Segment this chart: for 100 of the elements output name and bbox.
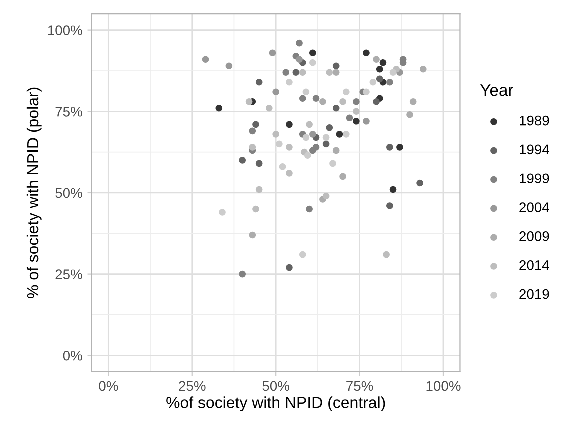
point xyxy=(416,180,424,187)
point xyxy=(256,78,263,86)
point xyxy=(252,121,260,128)
point xyxy=(386,202,394,210)
point xyxy=(332,62,340,70)
point xyxy=(390,186,397,194)
point xyxy=(299,95,306,102)
point xyxy=(310,50,316,56)
point xyxy=(302,88,310,96)
point xyxy=(373,98,380,106)
legend-label: 1989 xyxy=(520,116,550,126)
point xyxy=(256,186,263,194)
x-tick-label: 0% xyxy=(99,381,118,392)
point xyxy=(219,209,226,216)
point xyxy=(420,66,427,73)
point xyxy=(296,40,303,47)
point xyxy=(310,147,316,154)
point xyxy=(304,152,312,159)
x-axis-title: %of society with NPID (central) xyxy=(166,396,386,412)
point xyxy=(370,78,377,86)
point xyxy=(256,160,263,168)
point xyxy=(312,95,320,102)
point xyxy=(376,76,384,83)
point xyxy=(272,88,280,96)
point xyxy=(202,56,210,64)
point xyxy=(239,157,246,164)
point xyxy=(306,121,313,128)
legend-label: 1994 xyxy=(520,144,550,155)
point xyxy=(302,134,310,142)
legend-label: 2019 xyxy=(520,289,550,300)
point xyxy=(249,144,256,151)
point xyxy=(396,144,404,151)
point xyxy=(373,56,380,64)
point xyxy=(296,56,303,64)
y-tick-label: 50% xyxy=(56,188,82,198)
point xyxy=(246,98,253,106)
point xyxy=(332,104,340,112)
point xyxy=(249,232,256,239)
point xyxy=(342,88,350,96)
point xyxy=(340,173,346,180)
point xyxy=(286,144,293,151)
point xyxy=(332,69,340,76)
point xyxy=(239,270,246,278)
point xyxy=(299,69,306,76)
point xyxy=(390,69,397,76)
point xyxy=(292,69,300,76)
point xyxy=(353,108,360,116)
point xyxy=(353,98,360,106)
point xyxy=(380,59,387,66)
point xyxy=(282,69,290,76)
point xyxy=(310,131,316,138)
y-tick-label: 75% xyxy=(56,107,82,117)
y-tick-label: 25% xyxy=(56,270,82,280)
x-tick-label: 75% xyxy=(346,381,374,392)
legend-label: 2009 xyxy=(520,232,550,242)
point xyxy=(330,160,336,168)
point xyxy=(410,98,417,106)
legend-title: Year xyxy=(480,84,514,96)
point xyxy=(276,140,283,148)
point xyxy=(336,131,344,138)
point xyxy=(322,192,330,200)
point xyxy=(346,114,354,122)
point xyxy=(286,121,293,128)
point xyxy=(286,264,293,272)
point xyxy=(363,50,370,56)
point xyxy=(383,251,390,258)
point xyxy=(342,131,350,138)
legend-label: 1999 xyxy=(520,174,550,184)
y-tick-label: 100% xyxy=(48,26,82,36)
point xyxy=(353,118,360,125)
point xyxy=(322,140,330,148)
point xyxy=(326,124,334,132)
point xyxy=(386,144,394,151)
point xyxy=(252,206,260,213)
y-axis-title: % of society with NPID (polar) xyxy=(26,88,42,298)
point xyxy=(322,134,330,142)
point xyxy=(386,78,394,86)
x-tick-label: 25% xyxy=(179,381,206,392)
point xyxy=(216,104,223,112)
y-tick-label: 0% xyxy=(63,350,82,361)
legend-label: 2004 xyxy=(520,202,550,212)
point xyxy=(286,170,293,177)
point xyxy=(272,131,280,138)
point xyxy=(376,66,384,73)
point xyxy=(279,164,286,170)
point xyxy=(299,251,306,258)
point xyxy=(266,104,273,112)
point xyxy=(406,112,414,118)
point xyxy=(286,78,293,86)
point xyxy=(249,128,256,135)
point xyxy=(363,88,370,96)
point xyxy=(310,59,316,66)
point xyxy=(269,50,276,56)
x-tick-label: 50% xyxy=(262,381,290,392)
point xyxy=(340,98,346,106)
point xyxy=(320,98,326,106)
x-tick-label: 100% xyxy=(426,381,461,392)
point xyxy=(306,206,313,213)
point xyxy=(332,147,340,154)
legend-label: 2014 xyxy=(520,260,550,270)
